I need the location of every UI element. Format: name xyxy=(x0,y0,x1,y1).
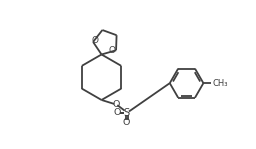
Text: O: O xyxy=(112,100,120,109)
Text: O: O xyxy=(113,108,121,117)
Text: S: S xyxy=(124,108,130,118)
Text: O: O xyxy=(123,118,130,127)
Text: CH₃: CH₃ xyxy=(213,79,228,88)
Text: O: O xyxy=(108,46,115,55)
Text: O: O xyxy=(92,36,99,45)
